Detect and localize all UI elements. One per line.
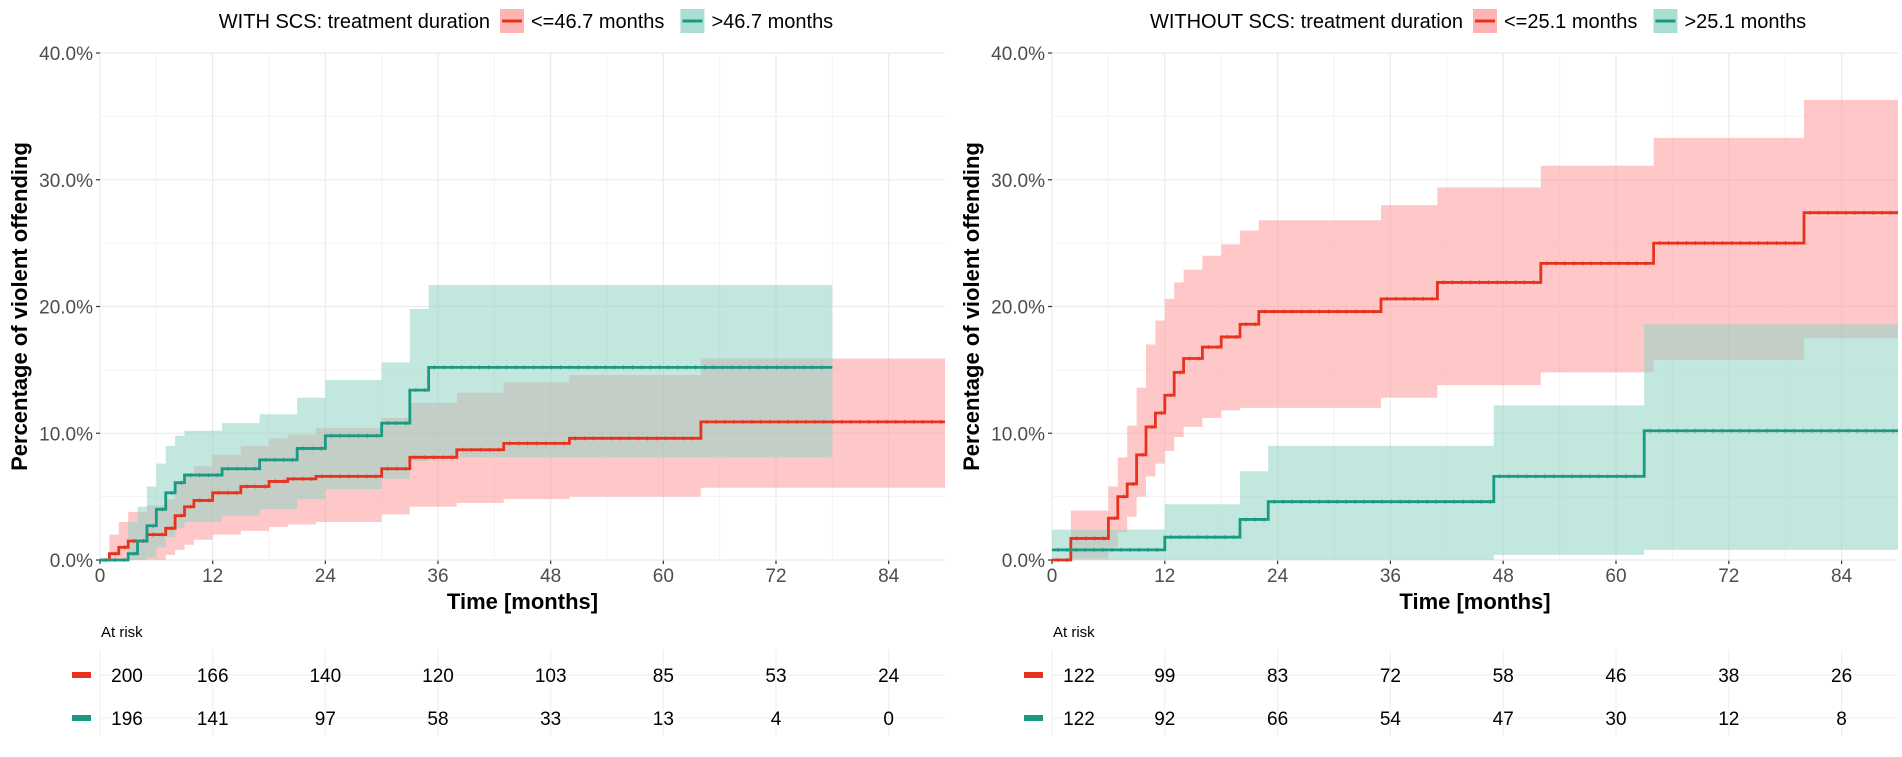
risk-count: 24 (878, 666, 900, 687)
risk-count: 120 (422, 666, 454, 687)
x-tick-label: 84 (1831, 566, 1853, 587)
legend-label: <=46.7 months (531, 11, 664, 33)
risk-count: 8 (1836, 709, 1847, 730)
risk-count: 200 (111, 666, 143, 687)
risk-count: 4 (771, 709, 782, 730)
risk-count: 26 (1831, 666, 1852, 687)
confidence-band-long (1052, 324, 1898, 560)
confidence-band-long (100, 284, 833, 560)
risk-count: 33 (540, 709, 561, 730)
step-line-long (100, 365, 833, 562)
y-tick-label: 20.0% (991, 298, 1045, 319)
confidence-band-short (1052, 99, 1898, 561)
panel-1: 0 12 24 36 48 60 72 84 0.0% 10.0% 20.0% 30.0% 40.0% T… (7, 9, 945, 736)
y-tick-label: 10.0% (39, 424, 93, 445)
x-tick-label: 24 (1267, 566, 1289, 587)
risk-count: 46 (1605, 666, 1626, 687)
risk-count: 72 (1380, 666, 1401, 687)
step-line-long (1052, 429, 1898, 552)
panel-2: 0 12 24 36 48 60 72 84 0.0% 10.0% 20.0% 30.0% 40.0% T… (959, 9, 1898, 736)
legend-label: >25.1 months (1684, 11, 1806, 33)
y-tick-label: 0.0% (50, 551, 93, 572)
y-tick-label: 20.0% (39, 298, 93, 319)
y-tick-label: 10.0% (991, 424, 1045, 445)
legend-label: <=25.1 months (1504, 11, 1637, 33)
risk-count: 53 (765, 666, 786, 687)
y-tick-label: 40.0% (39, 44, 93, 65)
risk-count: 122 (1063, 666, 1095, 687)
risk-table-title: At risk (1053, 624, 1095, 641)
legend: WITHOUT SCS: treatment duration <=25.1 mo… (1150, 9, 1806, 33)
x-tick-label: 36 (1380, 566, 1401, 587)
x-tick-label: 36 (427, 566, 448, 587)
risk-count: 85 (653, 666, 674, 687)
x-tick-label: 72 (1718, 566, 1739, 587)
y-tick-label: 0.0% (1002, 551, 1045, 572)
risk-count: 47 (1493, 709, 1514, 730)
risk-count: 12 (1718, 709, 1739, 730)
risk-count: 166 (197, 666, 229, 687)
risk-count: 141 (197, 709, 229, 730)
risk-count: 58 (1493, 666, 1514, 687)
x-tick-label: 12 (1154, 566, 1175, 587)
x-tick-label: 84 (878, 566, 900, 587)
x-tick-label: 12 (202, 566, 223, 587)
x-tick-label: 48 (1493, 566, 1514, 587)
legend-title: WITH SCS: treatment duration (219, 11, 490, 33)
legend: WITH SCS: treatment duration <=46.7 month… (219, 9, 833, 33)
risk-row-swatch-short (1024, 672, 1043, 678)
risk-count: 196 (111, 709, 143, 730)
y-tick-label: 30.0% (39, 171, 93, 192)
legend-label: >46.7 months (711, 11, 833, 33)
risk-count: 97 (315, 709, 336, 730)
risk-row-swatch-long (72, 715, 91, 721)
x-tick-label: 0 (1047, 566, 1058, 587)
risk-count: 30 (1605, 709, 1626, 730)
x-tick-label: 48 (540, 566, 561, 587)
y-tick-label: 30.0% (991, 171, 1045, 192)
risk-count: 66 (1267, 709, 1288, 730)
risk-count: 13 (653, 709, 674, 730)
y-axis-title: Percentage of violent offending (7, 142, 32, 471)
risk-table: At risk 122 99 83 72 58 46 38 26 122 92 66 54 47 30 12 8 (1024, 624, 1898, 736)
x-tick-label: 24 (315, 566, 337, 587)
x-tick-label: 0 (95, 566, 106, 587)
risk-count: 83 (1267, 666, 1288, 687)
x-axis-title: Time [months] (1399, 589, 1550, 614)
x-tick-label: 72 (765, 566, 786, 587)
risk-count: 54 (1380, 709, 1402, 730)
legend-title: WITHOUT SCS: treatment duration (1150, 11, 1463, 33)
y-tick-label: 40.0% (991, 44, 1045, 65)
x-axis-title: Time [months] (447, 589, 598, 614)
risk-table-title: At risk (101, 624, 143, 641)
risk-count: 140 (309, 666, 341, 687)
risk-count: 103 (535, 666, 567, 687)
y-axis-title: Percentage of violent offending (959, 142, 984, 471)
x-tick-label: 60 (1605, 566, 1626, 587)
risk-count: 0 (883, 709, 894, 730)
risk-row-swatch-short (72, 672, 91, 678)
risk-table: At risk 200 166 140 120 103 85 53 24 196 141 97 58 33… (72, 624, 945, 736)
risk-row-swatch-long (1024, 715, 1043, 721)
risk-count: 92 (1154, 709, 1175, 730)
risk-count: 122 (1063, 709, 1095, 730)
risk-count: 58 (427, 709, 448, 730)
risk-count: 99 (1154, 666, 1175, 687)
risk-count: 38 (1718, 666, 1739, 687)
x-tick-label: 60 (653, 566, 674, 587)
